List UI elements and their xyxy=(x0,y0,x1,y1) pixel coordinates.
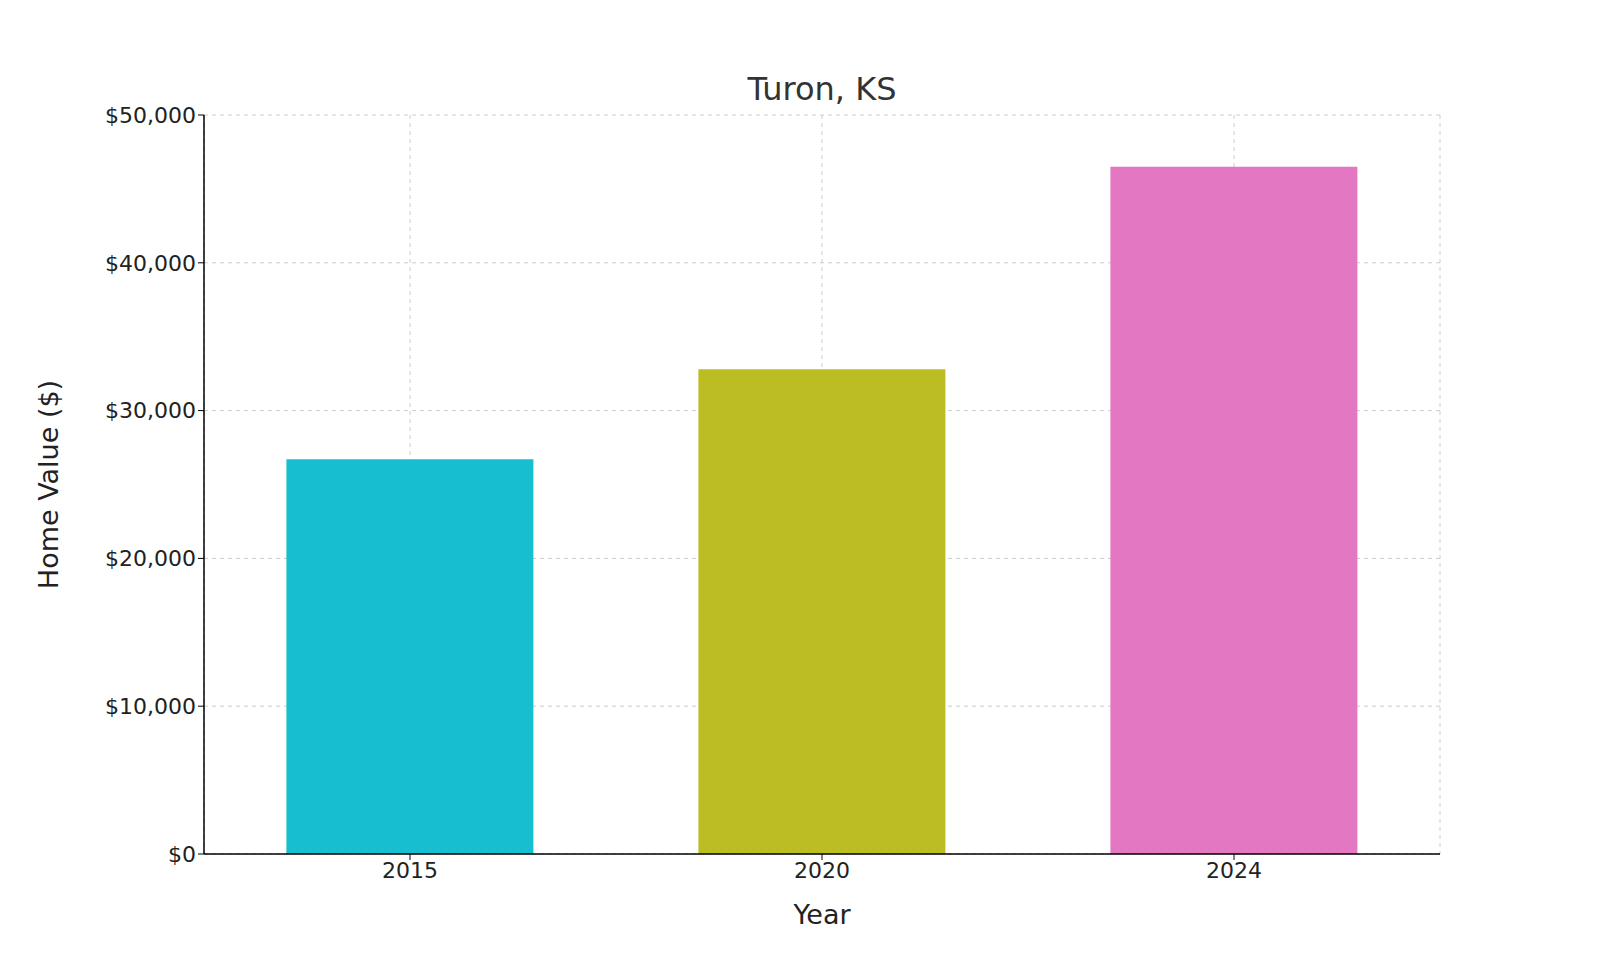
svg-text:2024: 2024 xyxy=(1206,858,1262,883)
svg-text:$0: $0 xyxy=(168,842,196,867)
svg-text:$10,000: $10,000 xyxy=(105,694,196,719)
svg-text:Home Value ($): Home Value ($) xyxy=(33,380,64,589)
svg-text:Year: Year xyxy=(792,899,851,930)
svg-text:$20,000: $20,000 xyxy=(105,546,196,571)
svg-text:2015: 2015 xyxy=(382,858,438,883)
svg-text:$30,000: $30,000 xyxy=(105,398,196,423)
svg-text:2020: 2020 xyxy=(794,858,850,883)
svg-text:$40,000: $40,000 xyxy=(105,251,196,276)
html-text:Turon, KS: Turon, KS xyxy=(747,70,897,108)
svg-text:$50,000: $50,000 xyxy=(105,103,196,128)
